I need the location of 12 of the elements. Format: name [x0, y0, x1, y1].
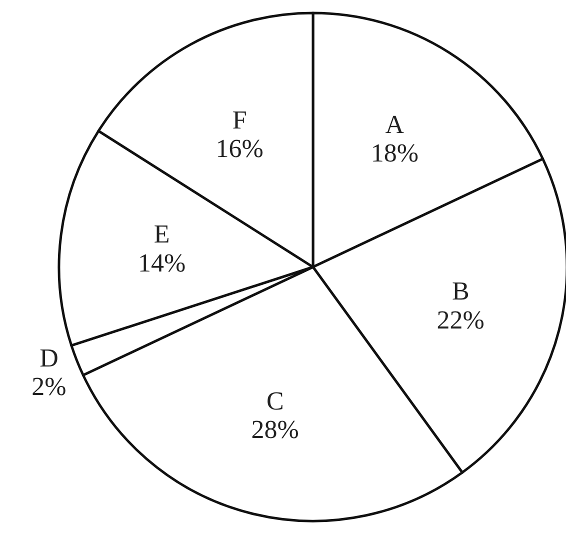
slice-label: A	[385, 110, 404, 140]
data-label: 14%	[138, 248, 186, 278]
slice-label: B	[452, 276, 470, 306]
slice-label: D	[40, 343, 58, 372]
slice-label: F	[232, 105, 247, 134]
data-label: 22%	[436, 305, 484, 334]
data-label: 2%	[32, 372, 66, 401]
data-label: 28%	[251, 415, 299, 444]
data-label: 16%	[216, 134, 264, 163]
slice-label: E	[154, 220, 170, 249]
data-label: 18%	[370, 138, 418, 168]
slice-label: C	[266, 386, 284, 416]
